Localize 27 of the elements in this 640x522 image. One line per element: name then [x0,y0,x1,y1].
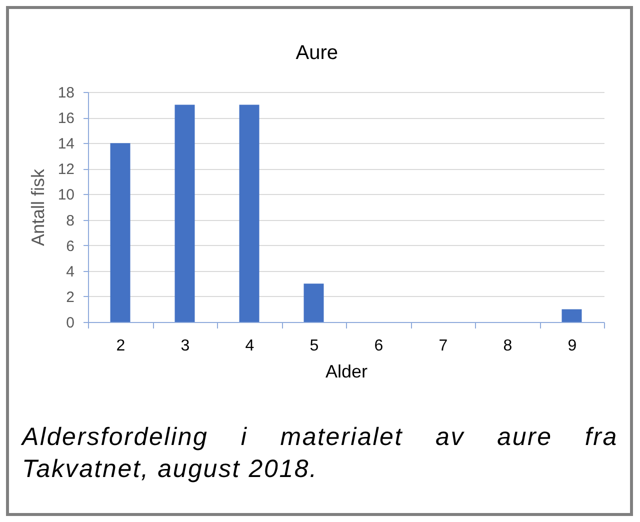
x-tick-label: 2 [116,338,126,354]
chart-title: Aure [296,42,338,64]
y-axis-title: Antall fisk [28,168,48,246]
text: Aldersfordeling i materialet av aure fra Takvatnet, august 2018. [22,422,618,485]
bar [174,104,195,322]
y-tick-label: 4 [66,263,74,280]
x-tick-label: 9 [568,338,577,354]
y-tick-label: 8 [66,212,74,230]
x-tick-label: 8 [503,338,512,354]
y-tick-label: 14 [58,136,74,153]
bar [562,309,582,322]
bar [304,284,324,322]
bar [110,143,130,322]
x-tick-label: 4 [245,338,254,354]
y-tick-label: 6 [66,238,74,255]
x-axis-title: Alder [325,362,368,382]
x-tick-label: 5 [310,338,319,354]
x-tick-label: 7 [438,338,448,354]
x-tick-label: 6 [374,338,384,354]
y-tick-label: 16 [58,110,74,128]
y-tick-label: 0 [66,314,74,332]
y-tick-label: 12 [58,161,74,178]
y-tick-label: 18 [58,84,74,102]
y-tick-label: 10 [58,186,74,204]
bar [239,104,260,322]
x-tick-label: 3 [180,338,190,354]
y-tick-label: 2 [66,288,74,306]
